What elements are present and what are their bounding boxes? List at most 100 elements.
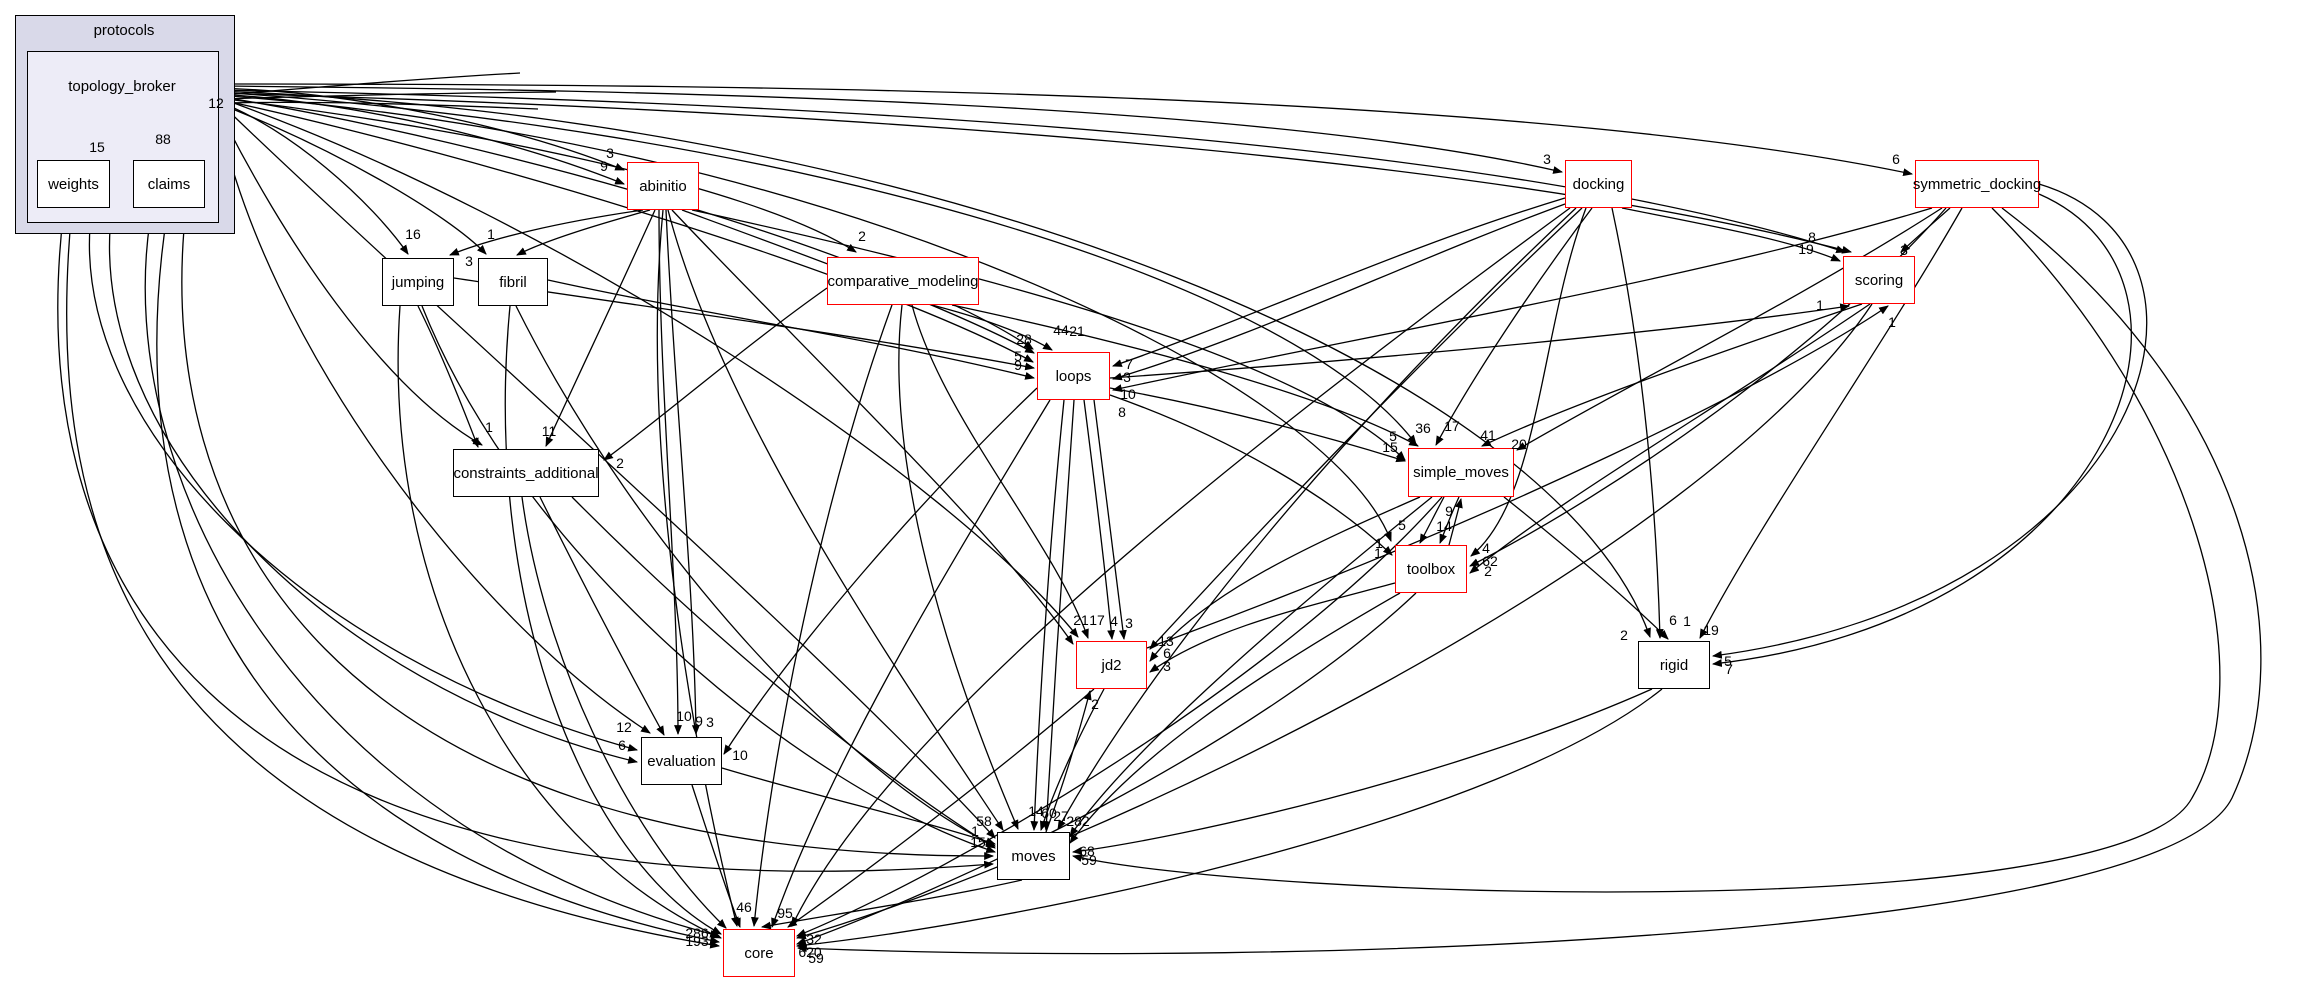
edge: [57, 207, 995, 872]
edge: [108, 207, 639, 764]
edge: [656, 209, 739, 928]
edge: [691, 209, 1406, 461]
node-fibril[interactable]: fibril: [478, 258, 548, 306]
edge: [1711, 183, 2148, 659]
node-scoring[interactable]: scoring: [1843, 256, 1915, 304]
edge: [1069, 592, 1401, 844]
node-toolbox[interactable]: toolbox: [1395, 545, 1467, 593]
edge: [515, 305, 996, 847]
edge: [1071, 688, 1653, 855]
edge: [216, 89, 1846, 254]
edge: [898, 304, 1019, 830]
edge: [216, 83, 1914, 177]
node-loops[interactable]: loops: [1037, 352, 1110, 400]
edge: [397, 305, 722, 939]
edge: [181, 207, 995, 860]
edge: [1045, 689, 1092, 833]
edge: [216, 94, 1392, 542]
edge: [1112, 203, 1566, 381]
edge: [1083, 399, 1116, 641]
node-weights[interactable]: weights: [37, 160, 110, 208]
edge: [671, 209, 1074, 645]
edge: [504, 305, 722, 935]
node-symmetric-docking[interactable]: symmetric_docking: [1913, 160, 2041, 208]
edge: [156, 207, 721, 945]
edge: [539, 496, 665, 736]
edge: [911, 304, 1089, 639]
node-topology-broker-label: topology_broker: [68, 78, 176, 95]
edge: [216, 105, 483, 446]
edge: [1039, 688, 1105, 831]
edge: [1470, 207, 1587, 557]
edge: [449, 209, 644, 256]
edge: [216, 85, 1564, 174]
edge: [1503, 496, 1669, 640]
edge: [216, 91, 1417, 445]
edge: [791, 207, 1571, 927]
edge: [216, 90, 1651, 638]
node-constraints-additional[interactable]: constraints_additional: [453, 449, 599, 497]
edge: [1149, 496, 1421, 662]
edge: [1030, 399, 1065, 832]
edge: [1111, 207, 1933, 392]
edge: [1699, 207, 1963, 639]
edge: [1711, 193, 2132, 667]
edge: [417, 305, 479, 448]
edge: [1149, 582, 1396, 673]
edge: [1057, 207, 1577, 830]
cluster-protocols-label[interactable]: protocols: [93, 22, 155, 39]
edge: [1419, 496, 1445, 544]
edge: [1469, 303, 1871, 574]
node-moves[interactable]: moves: [997, 832, 1070, 880]
node-simple-moves[interactable]: simple_moves: [1408, 448, 1514, 497]
edge: [1516, 207, 1943, 451]
edge: [216, 98, 1034, 363]
edge: [216, 93, 625, 185]
edge: [216, 95, 1034, 350]
edge: [521, 496, 727, 929]
edge: [796, 207, 2262, 955]
edge: [1481, 303, 1863, 447]
edge: [1448, 497, 1463, 546]
edge: [658, 209, 682, 736]
node-evaluation[interactable]: evaluation: [641, 737, 722, 785]
edge: [1109, 387, 1406, 463]
edge: [691, 784, 741, 928]
edge: [796, 496, 1443, 937]
edge: [216, 96, 1079, 638]
edge: [931, 304, 1053, 351]
edge: [216, 99, 996, 839]
node-core[interactable]: core: [723, 929, 795, 977]
edge: [1112, 197, 1566, 367]
edge: [760, 879, 1023, 930]
edge: [216, 100, 409, 255]
edge: [216, 97, 857, 253]
edge: [545, 209, 656, 447]
edge: [1071, 207, 2221, 893]
node-jd2[interactable]: jd2: [1076, 641, 1147, 689]
node-abinitio[interactable]: abinitio: [627, 162, 699, 210]
edge: [216, 92, 1853, 254]
edge: [771, 399, 1051, 928]
edge: [1109, 394, 1393, 556]
edge: [1069, 496, 1433, 837]
edge: [951, 304, 1419, 447]
edge: [65, 207, 721, 949]
node-jumping[interactable]: jumping: [382, 258, 454, 306]
node-comparative-modeling[interactable]: comparative_modeling: [827, 257, 979, 305]
edge: [787, 688, 1095, 928]
node-rigid[interactable]: rigid: [1638, 641, 1710, 689]
edge: [750, 304, 893, 928]
edge: [1435, 207, 1593, 446]
edge: [216, 106, 651, 734]
edge: [516, 209, 651, 256]
node-claims[interactable]: claims: [133, 160, 205, 208]
edge: [603, 287, 828, 461]
edge: [721, 767, 996, 845]
edge: [1109, 303, 1851, 379]
edge: [88, 207, 639, 752]
node-docking[interactable]: docking: [1565, 160, 1632, 208]
edge: [216, 102, 487, 255]
